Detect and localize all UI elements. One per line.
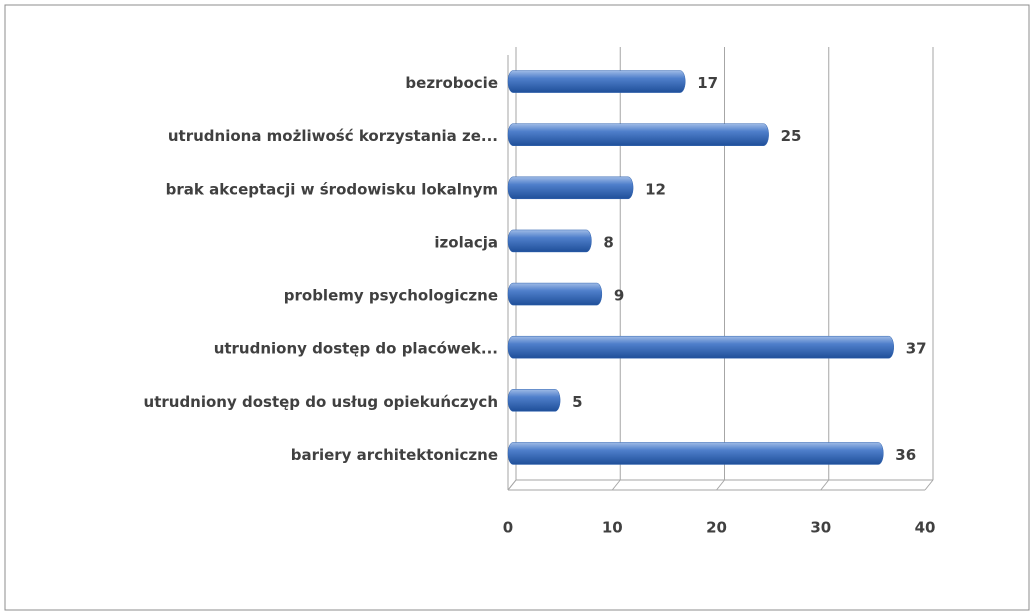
x-tick-label: 30 [810, 519, 831, 537]
bar [507, 442, 884, 465]
data-label: 37 [906, 340, 927, 358]
y-tick-label: bariery architektoniczne [291, 446, 498, 464]
x-tick-label: 40 [915, 519, 936, 537]
y-tick-label: brak akceptacji w środowisku lokalnym [166, 180, 498, 198]
data-label: 8 [603, 233, 613, 251]
y-tick-label: izolacja [434, 233, 498, 251]
bar [507, 335, 894, 359]
grid-line [611, 479, 621, 491]
grid-line [924, 479, 934, 491]
bar [507, 123, 769, 146]
grid-line [820, 479, 830, 491]
y-tick-label: utrudniony dostęp do placówek... [214, 340, 498, 358]
x-tick-label: 10 [602, 519, 623, 537]
grid-line [716, 479, 725, 491]
y-tick-label: bezrobocie [405, 74, 498, 92]
data-label: 5 [572, 393, 582, 411]
data-label: 9 [614, 287, 624, 305]
data-label: 17 [697, 74, 718, 92]
y-tick-label: utrudniona możliwość korzystania ze... [168, 127, 498, 145]
bar [507, 176, 634, 200]
y-tick-label: utrudniony dostęp do usług opiekuńczych [144, 393, 498, 411]
y-tick-label: problemy psychologiczne [284, 287, 498, 305]
x-tick-label: 20 [706, 519, 727, 537]
bar [507, 70, 686, 93]
x-tick-label: 0 [503, 519, 513, 537]
bar [507, 229, 592, 253]
bar [507, 389, 561, 412]
data-label: 25 [781, 127, 802, 145]
data-label: 36 [895, 446, 916, 464]
grid-line [507, 479, 517, 491]
data-label: 12 [645, 180, 666, 198]
bar [507, 282, 603, 306]
chart-frame [4, 4, 1030, 611]
